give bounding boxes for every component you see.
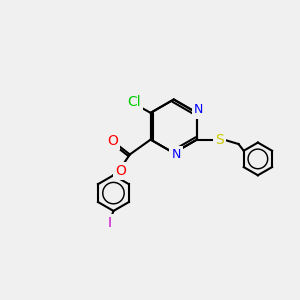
Text: N: N bbox=[194, 103, 203, 116]
Text: S: S bbox=[215, 133, 224, 147]
Text: N: N bbox=[172, 148, 181, 161]
Text: I: I bbox=[108, 216, 112, 230]
Text: O: O bbox=[107, 134, 118, 148]
Text: O: O bbox=[116, 164, 126, 178]
Text: Cl: Cl bbox=[128, 95, 141, 110]
